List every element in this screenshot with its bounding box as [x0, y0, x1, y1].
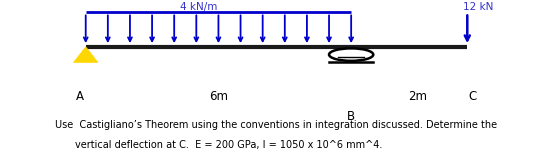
- Text: 12 kN: 12 kN: [463, 2, 493, 12]
- Text: 6m: 6m: [209, 90, 228, 103]
- Text: Use  Castigliano’s Theorem using the conventions in integration discussed. Deter: Use Castigliano’s Theorem using the conv…: [55, 120, 498, 130]
- Text: 2m: 2m: [408, 90, 427, 103]
- Polygon shape: [74, 47, 98, 62]
- Text: 4 kN/m: 4 kN/m: [180, 2, 218, 12]
- Text: vertical deflection at C.  E = 200 GPa, I = 1050 x 10^6 mm^4.: vertical deflection at C. E = 200 GPa, I…: [75, 140, 382, 150]
- Text: C: C: [469, 90, 477, 103]
- Text: A: A: [76, 90, 84, 103]
- Text: B: B: [347, 110, 355, 124]
